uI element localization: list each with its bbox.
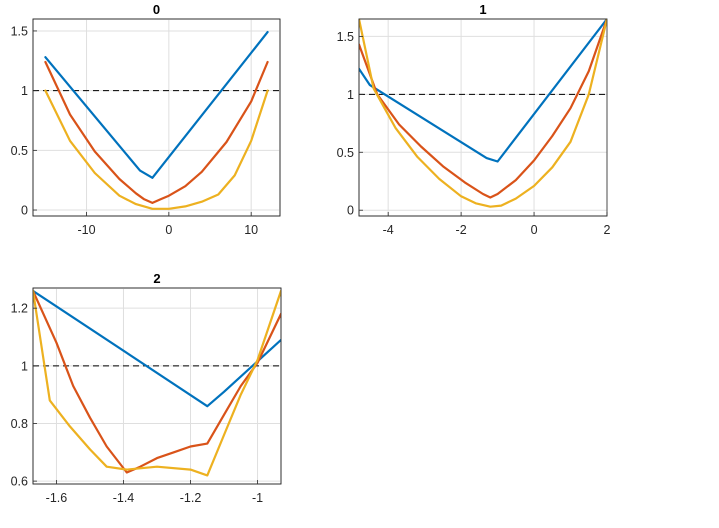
axes-background [358,18,608,217]
panel-0: -10 0 10 0 0.5 1 1.5 0 [11,2,281,237]
y-tick-label: 0.8 [11,417,28,431]
y-tick-label: 1 [21,359,28,373]
y-tick-label: 0 [347,204,354,218]
y-tick-label: 0.5 [11,144,28,158]
y-tick-label: 1.5 [337,30,354,44]
x-tick-label: 0 [165,223,172,237]
y-tick-label: 1.2 [11,302,28,316]
y-tick-label: 1 [347,88,354,102]
x-tick-label: 10 [244,223,258,237]
y-tick-label: 0 [21,204,28,218]
panel-2: -1.6 -1.4 -1.2 -1 0.6 0.8 1 1.2 2 [11,271,282,505]
plot-area [359,19,607,208]
y-tick-label: 1 [21,84,28,98]
series-line-1 [359,19,607,163]
x-tick-label: -1.2 [180,491,202,505]
y-tick-label: 1.5 [11,24,28,38]
series-line-3 [33,289,281,477]
axes-background [32,18,281,217]
axes-frame [358,18,608,217]
x-tick-label: -4 [383,223,394,237]
y-tick-label: 0.6 [11,475,28,489]
x-tick-label: -1 [252,491,263,505]
axes-frame [32,18,281,217]
x-tick-label: 2 [604,223,611,237]
panel-1: -4 -2 0 2 0 0.5 1 1.5 1 [337,2,611,237]
panel-title: 1 [479,2,486,17]
series-line-1 [44,30,269,179]
x-tick-label: -1.6 [46,491,68,505]
series-line-3 [44,89,269,210]
y-tick-label: 0.5 [337,146,354,160]
series-line-2 [33,289,281,474]
plot-area [33,30,280,210]
series-line-2 [44,60,269,204]
plot-area [33,289,281,477]
panel-title: 2 [153,271,160,286]
x-tick-label: 0 [531,223,538,237]
series-line-2 [359,19,607,199]
panel-title: 0 [153,2,160,17]
axes-frame [32,287,282,485]
x-tick-label: -10 [77,223,95,237]
x-tick-label: -2 [456,223,467,237]
series-line-3 [359,19,607,208]
series-line-1 [33,289,281,408]
x-tick-label: -1.4 [113,491,135,505]
